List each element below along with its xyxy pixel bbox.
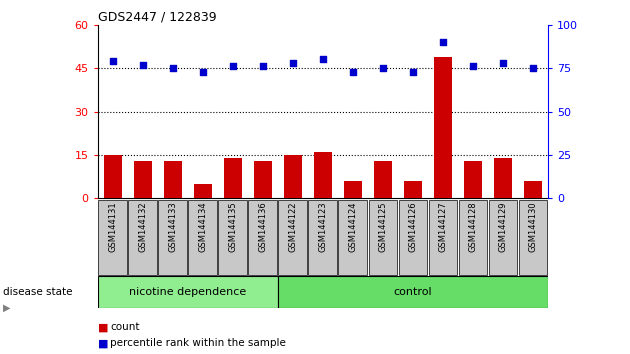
- Bar: [134, 161, 152, 198]
- Text: nicotine dependence: nicotine dependence: [129, 287, 246, 297]
- Text: GSM144128: GSM144128: [469, 201, 478, 252]
- Bar: [338, 200, 367, 275]
- Point: [168, 65, 178, 71]
- Bar: [248, 200, 277, 275]
- Point: [108, 58, 118, 64]
- Bar: [129, 200, 157, 275]
- Point: [228, 64, 238, 69]
- Bar: [278, 276, 548, 308]
- Point: [258, 64, 268, 69]
- Text: GSM144124: GSM144124: [348, 201, 357, 252]
- Bar: [158, 200, 187, 275]
- Text: GSM144131: GSM144131: [108, 201, 117, 252]
- Bar: [428, 200, 457, 275]
- Bar: [399, 200, 427, 275]
- Bar: [194, 184, 212, 198]
- Text: ■: ■: [98, 322, 108, 332]
- Bar: [98, 276, 278, 308]
- Text: GSM144133: GSM144133: [168, 201, 177, 252]
- Text: GSM144127: GSM144127: [438, 201, 447, 252]
- Text: GSM144135: GSM144135: [228, 201, 238, 252]
- Bar: [404, 181, 422, 198]
- Text: disease state: disease state: [3, 287, 72, 297]
- Point: [198, 69, 208, 74]
- Bar: [464, 161, 482, 198]
- Text: GSM144123: GSM144123: [318, 201, 328, 252]
- Point: [468, 64, 478, 69]
- Point: [378, 65, 388, 71]
- Bar: [104, 155, 122, 198]
- Text: ▶: ▶: [3, 303, 11, 313]
- Text: GSM144132: GSM144132: [138, 201, 147, 252]
- Bar: [524, 181, 542, 198]
- Bar: [344, 181, 362, 198]
- Point: [288, 60, 298, 66]
- Text: percentile rank within the sample: percentile rank within the sample: [110, 338, 286, 348]
- Text: control: control: [394, 287, 432, 297]
- Text: GSM144134: GSM144134: [198, 201, 207, 252]
- Text: ■: ■: [98, 338, 108, 348]
- Point: [498, 60, 508, 66]
- Bar: [254, 161, 272, 198]
- Point: [137, 62, 147, 68]
- Text: GSM144136: GSM144136: [258, 201, 267, 252]
- Text: GSM144122: GSM144122: [289, 201, 297, 252]
- Bar: [494, 158, 512, 198]
- Text: GDS2447 / 122839: GDS2447 / 122839: [98, 11, 216, 24]
- Bar: [434, 57, 452, 198]
- Point: [318, 57, 328, 62]
- Bar: [219, 200, 247, 275]
- Bar: [164, 161, 181, 198]
- Bar: [518, 200, 547, 275]
- Text: GSM144125: GSM144125: [379, 201, 387, 252]
- Bar: [489, 200, 517, 275]
- Bar: [278, 200, 307, 275]
- Bar: [188, 200, 217, 275]
- Bar: [224, 158, 242, 198]
- Text: GSM144126: GSM144126: [408, 201, 418, 252]
- Text: count: count: [110, 322, 140, 332]
- Bar: [374, 161, 392, 198]
- Bar: [314, 152, 332, 198]
- Text: GSM144129: GSM144129: [498, 201, 508, 252]
- Point: [528, 65, 538, 71]
- Bar: [98, 200, 127, 275]
- Text: GSM144130: GSM144130: [529, 201, 537, 252]
- Point: [438, 39, 448, 45]
- Bar: [309, 200, 337, 275]
- Bar: [459, 200, 488, 275]
- Point: [408, 69, 418, 74]
- Point: [348, 69, 358, 74]
- Bar: [369, 200, 398, 275]
- Bar: [284, 155, 302, 198]
